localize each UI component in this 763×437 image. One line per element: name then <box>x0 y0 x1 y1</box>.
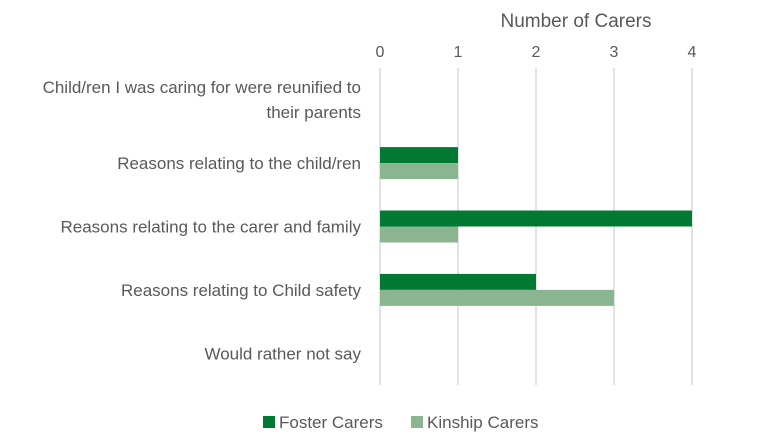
category-label: Would rather not say <box>204 344 361 363</box>
x-tick-label: 2 <box>532 44 541 61</box>
x-tick-labels: 0 1 2 3 4 <box>376 44 697 61</box>
category-label: Reasons relating to the carer and family <box>61 218 362 237</box>
legend-label: Kinship Carers <box>427 413 539 432</box>
category-label: Child/ren I was caring for were reunifie… <box>43 78 361 97</box>
legend-label: Foster Carers <box>279 413 383 432</box>
bars <box>380 147 692 306</box>
bar-kinship <box>380 163 458 180</box>
category-label: Reasons relating to the child/ren <box>117 154 361 173</box>
category-label: their parents <box>267 103 362 122</box>
category-label: Reasons relating to Child safety <box>121 281 362 300</box>
x-tick-label: 0 <box>376 44 385 61</box>
x-tick-label: 1 <box>454 44 463 61</box>
bar-kinship <box>380 289 614 306</box>
legend-swatch <box>411 416 423 428</box>
legend-swatch <box>263 416 275 428</box>
category-labels: Child/ren I was caring for were reunifie… <box>43 78 362 363</box>
x-axis-title: Number of Carers <box>501 11 652 32</box>
bar-foster <box>380 147 458 164</box>
x-tick-label: 3 <box>610 44 619 61</box>
x-tick-label: 4 <box>688 44 697 61</box>
legend: Foster Carers Kinship Carers <box>263 413 539 432</box>
bar-foster <box>380 273 536 290</box>
bar-foster <box>380 210 692 227</box>
bar-kinship <box>380 226 458 243</box>
